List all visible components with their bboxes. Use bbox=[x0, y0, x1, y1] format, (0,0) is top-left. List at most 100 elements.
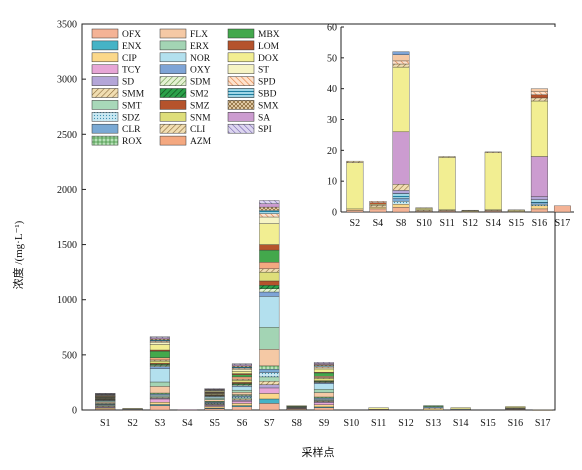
bar-segment bbox=[231, 386, 252, 391]
bar-segment bbox=[259, 349, 280, 367]
bar-segment bbox=[313, 404, 334, 408]
legend-entry: SPI bbox=[227, 123, 272, 135]
y-tick-label: 1000 bbox=[57, 295, 77, 306]
x-tick-label: S7 bbox=[264, 418, 275, 429]
legend-label: ENX bbox=[122, 42, 142, 52]
bar-segment bbox=[149, 350, 170, 358]
legend-swatch bbox=[159, 76, 187, 86]
bar-segment bbox=[259, 288, 280, 293]
legend-entry: ERX bbox=[159, 40, 209, 52]
legend-label: CIP bbox=[122, 54, 137, 64]
legend-entry: SA bbox=[227, 112, 270, 123]
legend-entry: OFX bbox=[91, 28, 141, 40]
bar-segment bbox=[231, 376, 252, 380]
inset-bar-segment bbox=[553, 205, 571, 213]
inset-bar-segment bbox=[392, 60, 410, 65]
bar-segment bbox=[231, 374, 252, 378]
legend-swatch bbox=[159, 112, 187, 122]
bar-segment bbox=[149, 368, 170, 383]
inset-bar-segment bbox=[392, 190, 410, 194]
inset-bar-segment bbox=[369, 202, 387, 205]
bar-segment bbox=[259, 210, 280, 214]
y-tick-label: 1500 bbox=[57, 240, 77, 251]
inset-y-tick-label: 30 bbox=[327, 115, 337, 126]
inset-bar-segment bbox=[392, 204, 410, 208]
x-tick-label: S13 bbox=[426, 418, 442, 429]
bar-segment bbox=[313, 407, 334, 411]
bar-segment bbox=[95, 393, 116, 395]
legend-swatch bbox=[159, 52, 187, 63]
legend-swatch bbox=[159, 100, 187, 110]
bar-segment bbox=[231, 406, 252, 411]
legend-swatch bbox=[91, 100, 119, 110]
inset-y-tick-label: 0 bbox=[332, 208, 337, 219]
bar-segment bbox=[259, 262, 280, 270]
legend-swatch bbox=[91, 40, 119, 51]
legend-swatch bbox=[227, 76, 255, 86]
inset-bar-segment bbox=[530, 208, 548, 213]
legend-label: AZM bbox=[190, 137, 212, 147]
bar-segment bbox=[231, 403, 252, 406]
x-tick-label: S16 bbox=[508, 418, 524, 429]
bar-segment bbox=[231, 363, 252, 365]
x-tick-label: S3 bbox=[155, 418, 166, 429]
legend-swatch bbox=[227, 88, 255, 98]
inset-chart: 0 10 20 30 40 50 60 S2 S4 S8 S10 S11 S12 S14 S15 S16 S17 bbox=[327, 23, 574, 229]
legend-swatch bbox=[91, 64, 119, 74]
bar-segment bbox=[259, 327, 280, 350]
bar-segment bbox=[204, 408, 225, 411]
x-tick-label: S11 bbox=[371, 418, 386, 429]
bar-segment bbox=[313, 392, 334, 398]
inset-x-tick-label: S8 bbox=[396, 218, 407, 229]
inset-bar-segment bbox=[530, 199, 548, 203]
y-tick-label: 0 bbox=[72, 406, 77, 417]
inset-bar-segment bbox=[530, 94, 548, 99]
legend-entry: SPD bbox=[227, 76, 276, 88]
x-tick-label: S8 bbox=[291, 418, 302, 429]
bar-segment bbox=[259, 365, 280, 370]
legend-swatch bbox=[227, 52, 255, 63]
bar-segment bbox=[259, 213, 280, 218]
x-tick-label: S6 bbox=[237, 418, 248, 429]
legend-swatch bbox=[91, 88, 119, 98]
inset-bar-segment bbox=[392, 197, 410, 202]
legend-label: SMX bbox=[258, 101, 279, 111]
bar-segment bbox=[122, 408, 143, 410]
legend-entry: SMZ bbox=[159, 100, 210, 111]
legend-swatch bbox=[159, 40, 187, 51]
bar-segment bbox=[313, 402, 334, 405]
legend-entry: LOM bbox=[227, 40, 280, 52]
inset-x-tick-label: S4 bbox=[373, 218, 384, 229]
bar-segment bbox=[313, 372, 334, 377]
legend-swatch bbox=[159, 135, 187, 146]
inset-bar-segment bbox=[530, 205, 548, 210]
x-tick-label: S5 bbox=[209, 418, 220, 429]
legend-label: TCY bbox=[122, 66, 141, 76]
legend-swatch bbox=[159, 64, 187, 74]
legend-label: LOM bbox=[258, 42, 280, 52]
inset-bar-segment bbox=[392, 54, 410, 62]
inset-bar-segment bbox=[392, 51, 410, 55]
inset-y-tick-label: 20 bbox=[327, 146, 337, 157]
bar-segment bbox=[259, 244, 280, 251]
inset-x-tick-label: S16 bbox=[532, 218, 548, 229]
legend-label: ERX bbox=[190, 42, 209, 52]
bar-segment bbox=[259, 384, 280, 389]
inset-bar-segment bbox=[438, 157, 456, 211]
inset-bar-segment bbox=[392, 184, 410, 191]
legend-swatch bbox=[91, 76, 119, 86]
inset-bar-segment bbox=[369, 206, 387, 210]
bar-segment bbox=[149, 386, 170, 394]
y-tick-label: 3000 bbox=[57, 75, 77, 86]
inset-bar-segment bbox=[415, 207, 433, 209]
y-tick-label: 500 bbox=[62, 350, 77, 361]
bar-segment bbox=[259, 216, 280, 224]
inset-bar-segment bbox=[530, 88, 548, 92]
legend-swatch bbox=[227, 28, 255, 39]
legend-label: SD bbox=[122, 78, 134, 88]
bar-segment bbox=[204, 406, 225, 409]
inset-bar-segment bbox=[507, 209, 525, 211]
legend-entry: AZM bbox=[159, 135, 212, 147]
legend-entry: TCY bbox=[91, 64, 141, 76]
